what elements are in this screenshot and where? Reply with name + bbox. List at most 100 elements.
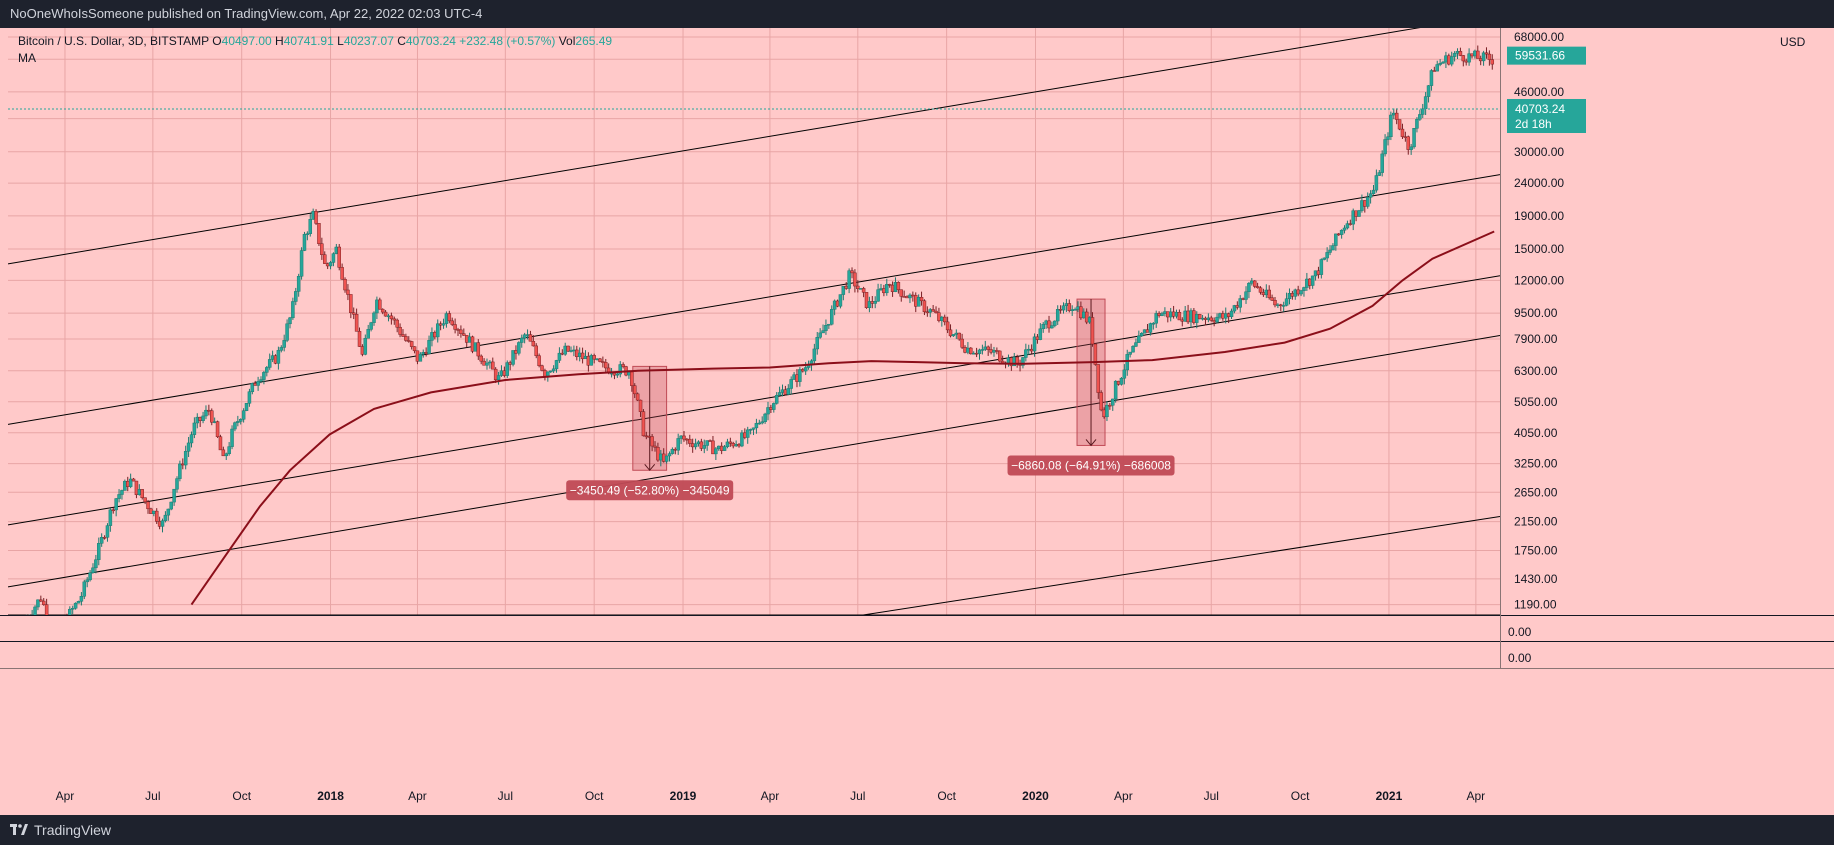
candle-body	[146, 501, 150, 510]
candle-body	[102, 537, 107, 539]
candle-body	[1087, 317, 1092, 323]
candle-body	[340, 267, 344, 280]
measurement-label-box	[1007, 455, 1175, 476]
time-axis-background	[0, 669, 1834, 815]
candle-body	[534, 345, 538, 357]
candle-body	[1212, 320, 1216, 323]
candle-body	[1122, 369, 1127, 379]
candle-body	[517, 342, 521, 354]
time-axis-label: Jul	[850, 789, 865, 803]
candle-body	[1209, 317, 1214, 321]
candle-body	[1360, 200, 1364, 211]
candle-body	[1418, 114, 1422, 120]
candle-body	[679, 435, 683, 439]
candle-body	[792, 374, 796, 380]
candle-body	[94, 559, 98, 569]
candle-body	[1426, 85, 1431, 97]
candle-body	[1058, 309, 1063, 311]
candle-body	[424, 352, 428, 355]
candle-body	[114, 498, 118, 511]
candle-body	[230, 428, 234, 447]
candle-body	[1111, 398, 1115, 406]
candle-body	[586, 355, 591, 366]
candle-body	[887, 284, 892, 286]
candle-body	[1099, 392, 1103, 411]
candle-body	[343, 278, 347, 291]
candle-body	[76, 601, 81, 604]
candle-body	[459, 329, 463, 334]
candle-body	[1261, 292, 1266, 296]
candle-body	[595, 358, 599, 361]
candle-body	[250, 383, 255, 392]
candle-body	[673, 448, 678, 451]
candle-body	[838, 294, 843, 307]
volume-label: Vol	[558, 34, 576, 48]
candle-body	[44, 604, 49, 615]
candle-body	[291, 301, 295, 319]
last-price-tag	[1507, 98, 1586, 133]
candle-body	[1394, 112, 1399, 120]
candle-body	[780, 389, 785, 393]
price-axis-label: 6300.00	[1514, 364, 1558, 378]
symbol-label[interactable]: Bitcoin / U.S. Dollar, 3D, BITSTAMP	[18, 34, 209, 48]
candle-body	[1258, 287, 1263, 293]
candle-body	[954, 332, 959, 335]
candle-body	[212, 421, 217, 423]
candle-body	[1386, 136, 1390, 140]
candle-body	[181, 463, 185, 466]
tradingview-logo-icon	[10, 824, 28, 836]
candle-body	[1174, 312, 1179, 317]
candle-body	[922, 300, 927, 313]
price-axis-label: 46000.00	[1514, 85, 1564, 99]
candle-body	[1345, 223, 1350, 229]
candle-body	[1478, 58, 1483, 62]
candle-body	[68, 608, 72, 615]
candle-body	[731, 443, 735, 447]
candle-body	[1484, 52, 1489, 55]
candle-body	[789, 379, 793, 389]
candle-body	[1403, 136, 1408, 138]
candle-body	[464, 335, 469, 343]
candle-body	[1383, 139, 1387, 155]
candle-body	[577, 352, 582, 357]
candle-body	[858, 288, 863, 290]
candle-body	[189, 434, 194, 444]
candle-body	[1200, 317, 1205, 320]
price-axis-label: 2650.00	[1514, 485, 1558, 499]
candle-body	[1458, 51, 1463, 56]
time-axis-label: 2020	[1022, 789, 1049, 803]
candle-body	[1380, 153, 1384, 173]
candle-body	[1035, 336, 1040, 340]
indicator-legend[interactable]: MA	[18, 51, 36, 65]
candle-body	[1235, 305, 1240, 308]
candle-body	[1374, 175, 1379, 191]
candle-body	[175, 478, 179, 490]
candle-body	[1305, 278, 1309, 288]
candle-body	[299, 250, 304, 277]
candle-body	[867, 301, 872, 308]
open-value: 40497.00	[221, 34, 272, 48]
candle-body	[1079, 306, 1083, 319]
candle-body	[1444, 55, 1448, 63]
candle-body	[1177, 312, 1182, 321]
candle-body	[740, 432, 744, 447]
candle-body	[294, 291, 298, 302]
candle-body	[986, 346, 990, 350]
candle-body	[79, 596, 84, 602]
candle-body	[143, 497, 147, 503]
candle-body	[911, 294, 915, 297]
change-value: +232.48 (+0.57%)	[459, 34, 556, 48]
candle-body	[1415, 119, 1419, 129]
candle-body	[1171, 311, 1176, 317]
candle-body	[1392, 112, 1396, 116]
candle-body	[41, 600, 46, 605]
candle-body	[166, 508, 171, 516]
candle-body	[1061, 305, 1066, 311]
candle-body	[111, 509, 116, 512]
candle-body	[82, 581, 87, 597]
candle-body	[821, 330, 825, 334]
price-chart[interactable]: −3450.49 (−52.80%) −345049 −6860.08 (−64.…	[0, 0, 1834, 815]
candle-body	[462, 333, 466, 336]
candle-body	[615, 373, 620, 376]
candle-body	[769, 407, 773, 410]
